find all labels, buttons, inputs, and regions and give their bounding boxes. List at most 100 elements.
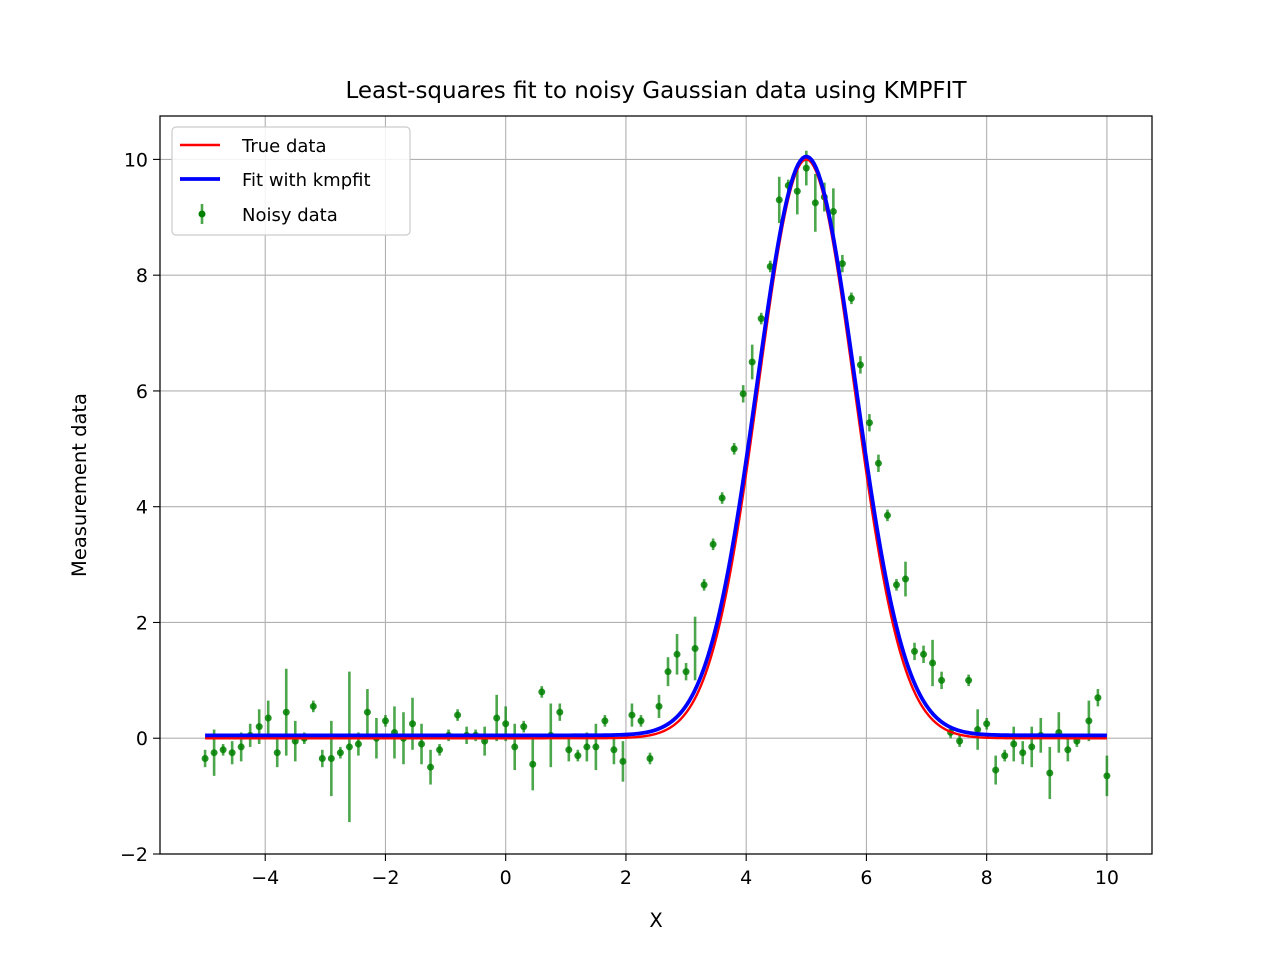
noisy-data-point [1028, 743, 1036, 751]
legend-box [171, 126, 411, 236]
noisy-data-point [538, 688, 546, 696]
noisy-data-point [992, 766, 1000, 774]
noisy-data-point [892, 581, 900, 589]
noisy-data-point [793, 187, 801, 195]
noisy-data-point [700, 581, 708, 589]
noisy-data-point [646, 754, 654, 762]
x-axis-label: X [649, 909, 662, 932]
noisy-data-point [920, 650, 928, 658]
plot-area [201, 150, 1111, 823]
legend: True data Fit with kmpfit Noisy data [171, 126, 411, 236]
noisy-data-point [1019, 749, 1027, 757]
noisy-data-point [436, 746, 444, 754]
noisy-data-point [418, 740, 426, 748]
noisy-data-point [775, 196, 783, 204]
noisy-data-point [1085, 717, 1093, 725]
noisy-data-point [237, 743, 245, 751]
noisy-data-point [757, 315, 765, 323]
noisy-data-point [354, 740, 362, 748]
legend-label: Fit with kmpfit [242, 170, 371, 191]
x-tick-label: 0 [500, 867, 512, 889]
noisy-data-point [255, 723, 263, 731]
y-tick-label: 10 [124, 149, 148, 171]
axes-frame [159, 115, 1153, 855]
curve-series [205, 154, 1107, 740]
x-tick-label: −4 [251, 867, 279, 889]
noisy-data-point [655, 702, 663, 710]
noisy-data-point [682, 668, 690, 676]
noisy-data-point [273, 749, 281, 757]
noisy-data-point [219, 746, 227, 754]
noisy-data-point [802, 164, 810, 172]
noisy-data-point [327, 754, 335, 762]
noisy-data-point [983, 720, 991, 728]
noisy-data-point [282, 708, 290, 716]
noisy-data-point [264, 714, 272, 722]
noisy-data-point [718, 494, 726, 502]
noisy-data-point [766, 262, 774, 270]
noisy-data-point [619, 757, 627, 765]
noisy-data-point [664, 668, 672, 676]
noisy-data-point [847, 294, 855, 302]
noisy-data-point [628, 711, 636, 719]
noisy-data-point [883, 511, 891, 519]
y-axis-label: Measurement data [68, 393, 91, 577]
noisy-data-point [336, 749, 344, 757]
legend-label: True data [241, 136, 327, 157]
legend-point-swatch [198, 210, 206, 218]
noisy-data-point [911, 647, 919, 655]
noisy-data-point [493, 714, 501, 722]
y-tick-label: 4 [136, 497, 148, 519]
noisy-data-point [974, 726, 982, 734]
noisy-data-point [529, 760, 537, 768]
x-tick-label: 6 [860, 867, 872, 889]
noisy-data-point [1001, 752, 1009, 760]
noisy-data-point [363, 708, 371, 716]
x-tick-label: 10 [1095, 867, 1119, 889]
noisy-data-point [709, 540, 717, 548]
noisy-data-point [511, 743, 519, 751]
noisy-data-point [381, 717, 389, 725]
noisy-data-point [556, 708, 564, 716]
true-data-line [205, 158, 1107, 740]
noisy-data-point [592, 743, 600, 751]
noisy-data-point [309, 702, 317, 710]
noisy-data-point [201, 754, 209, 762]
noisy-data-point [730, 445, 738, 453]
y-tick-label: 2 [136, 612, 148, 634]
noisy-data-point [210, 749, 218, 757]
noisy-data-point [938, 676, 946, 684]
noisy-data-point [1010, 740, 1018, 748]
noisy-data-point [610, 746, 618, 754]
noisy-data-point [409, 720, 417, 728]
y-tick-label: 8 [136, 265, 148, 287]
noisy-data-point [902, 575, 910, 583]
noisy-data-point [865, 419, 873, 427]
noisy-data-point [691, 645, 699, 653]
noisy-data-point [502, 720, 510, 728]
chart-title: Least-squares fit to noisy Gaussian data… [345, 78, 967, 104]
noisy-data-point [856, 361, 864, 369]
noisy-data-point [601, 717, 609, 725]
y-tick-label: −2 [120, 844, 148, 866]
noisy-data-point [345, 743, 353, 751]
y-tick-label: 0 [136, 728, 148, 750]
noisy-data-point [956, 737, 964, 745]
noisy-data-point [748, 358, 756, 366]
x-tick-label: 4 [740, 867, 752, 889]
x-tick-label: −2 [371, 867, 399, 889]
noisy-data-point [427, 763, 435, 771]
noisy-data-series [201, 150, 1111, 823]
noisy-data-point [574, 752, 582, 760]
noisy-data-point [637, 717, 645, 725]
noisy-data-point [1046, 769, 1054, 777]
noisy-data-point [673, 650, 681, 658]
noisy-data-point [829, 208, 837, 216]
x-tick-label: 2 [620, 867, 632, 889]
x-axis-ticks: −4 −2 0 2 4 6 8 10 [251, 854, 1119, 889]
x-tick-label: 8 [981, 867, 993, 889]
y-tick-label: 6 [136, 381, 148, 403]
noisy-data-point [520, 723, 528, 731]
noisy-data-point [739, 390, 747, 398]
